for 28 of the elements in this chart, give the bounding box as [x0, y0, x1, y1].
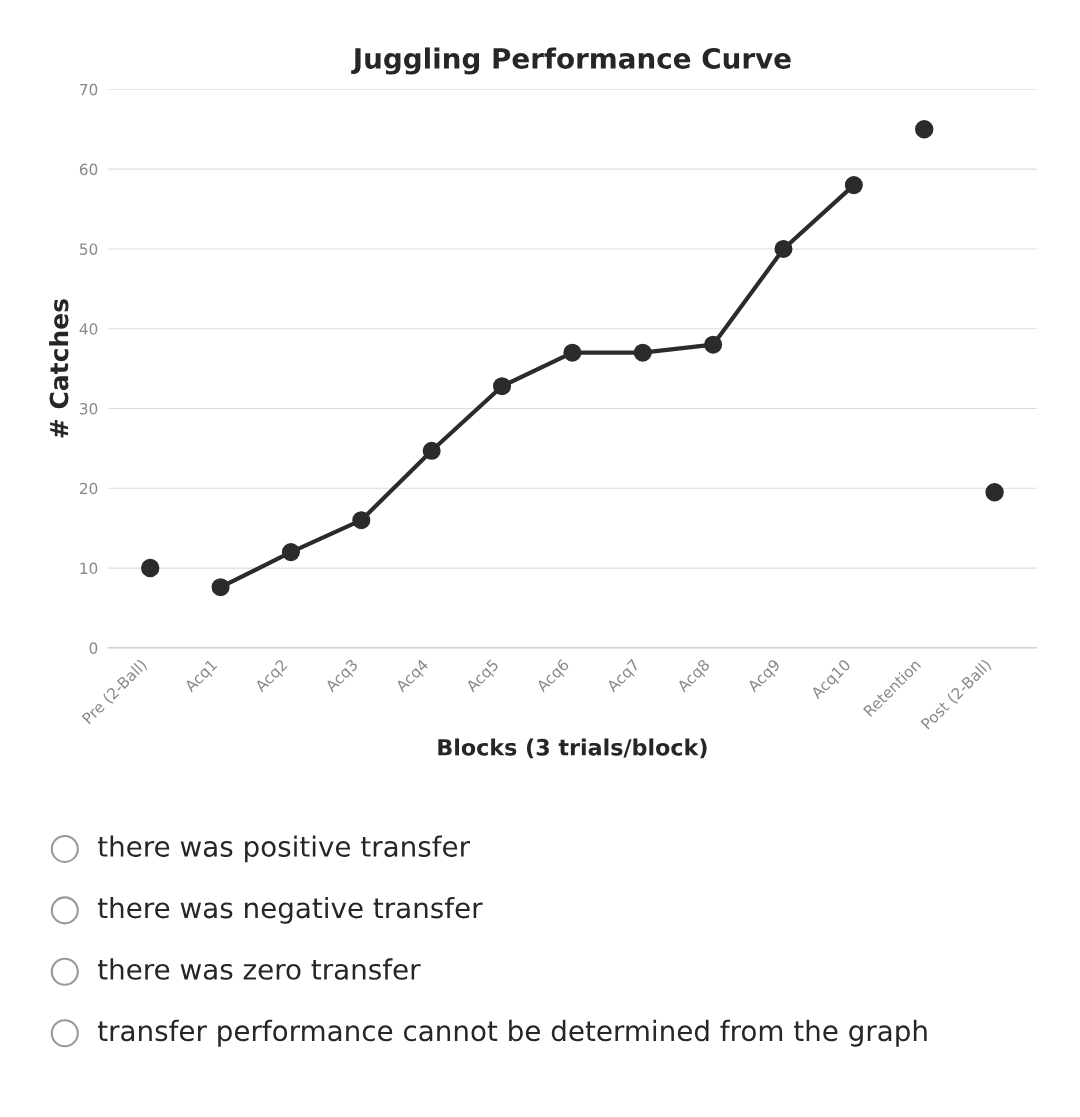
y-tick-label: 40: [79, 323, 98, 335]
point: [281, 543, 300, 562]
point: [422, 441, 441, 460]
point: [563, 343, 582, 362]
chart-title: Juggling Performance Curve: [351, 47, 791, 75]
text: there was zero transfer: [97, 958, 421, 980]
y-tick-label: 20: [79, 482, 98, 495]
text: there was positive transfer: [97, 835, 471, 863]
point: [633, 343, 652, 362]
point: [493, 377, 512, 396]
point: [211, 578, 230, 597]
x-axis-title: Blocks (3 trials/block): [438, 738, 707, 759]
point: [704, 335, 723, 354]
y-tick-label: 50: [80, 243, 98, 255]
y-tick-label: 10: [80, 562, 98, 575]
text: there was negative transfer: [97, 896, 483, 924]
text: transfer performance cannot be determined from the graph: [97, 1019, 927, 1047]
y-tick-label: 0: [89, 642, 98, 654]
point: [352, 511, 371, 530]
point: [774, 239, 793, 258]
point: [844, 176, 863, 195]
y-tick-label: 30: [80, 402, 98, 415]
point: [985, 483, 1004, 502]
y-tick-label: 70: [80, 83, 98, 96]
point: [915, 120, 934, 139]
y-tick-label: 60: [79, 163, 98, 176]
point: [141, 558, 160, 578]
y-axis-title: # Catches: [49, 299, 69, 438]
